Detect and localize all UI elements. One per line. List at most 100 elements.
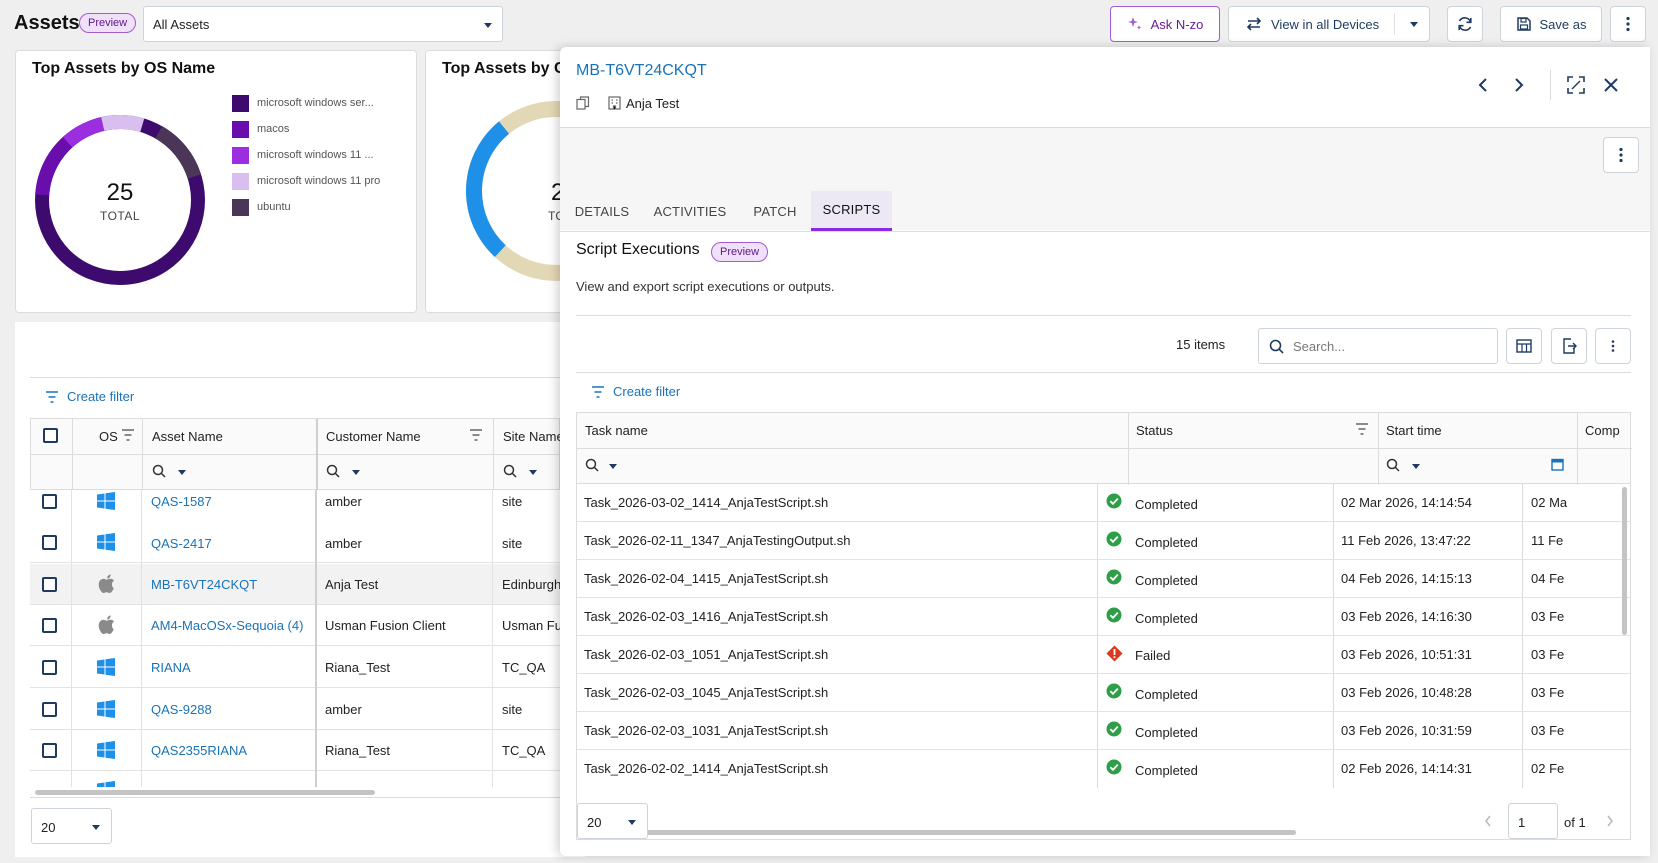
search-icon[interactable] xyxy=(503,464,517,478)
table-row[interactable]: AM4-MacOSx-Sequoia (4) Usman Fusion Clie… xyxy=(30,605,562,646)
column-filter-icon[interactable] xyxy=(469,429,483,441)
col-os-header[interactable]: OS xyxy=(99,429,118,444)
horizontal-scrollbar[interactable] xyxy=(35,790,375,795)
legend-item[interactable]: ubuntu xyxy=(232,197,412,217)
search-icon[interactable] xyxy=(1386,458,1400,472)
legend-item[interactable]: microsoft windows 11 pro xyxy=(232,171,412,191)
chevron-right-icon[interactable] xyxy=(1514,77,1524,93)
search-input[interactable]: Search... xyxy=(1258,328,1498,364)
legend-item[interactable]: microsoft windows ser... xyxy=(232,93,412,113)
expand-icon[interactable] xyxy=(1567,76,1585,94)
table-row[interactable]: Task_2026-02-03_1051_AnjaTestScript.sh F… xyxy=(576,636,1631,674)
start-time: 02 Feb 2026, 14:14:31 xyxy=(1341,761,1472,776)
chevron-right-icon[interactable] xyxy=(1606,815,1614,827)
chevron-down-icon[interactable] xyxy=(1412,464,1420,469)
tab-activities[interactable]: ACTIVITIES xyxy=(653,203,727,219)
page-size-select[interactable]: 20 xyxy=(31,808,112,844)
chevron-down-icon[interactable] xyxy=(529,470,537,475)
column-filter-icon[interactable] xyxy=(121,429,135,441)
asset-name-link[interactable]: QAS2355RIANA xyxy=(151,743,248,758)
customer-name: Riana_Test xyxy=(325,660,391,675)
chevron-left-icon[interactable] xyxy=(1484,815,1492,827)
horizontal-scrollbar[interactable] xyxy=(580,830,1296,835)
close-icon[interactable] xyxy=(1604,78,1618,92)
windows-icon xyxy=(97,741,115,759)
asset-name-link[interactable]: QAS-2417 xyxy=(151,536,212,551)
donut-slice xyxy=(466,101,584,281)
chevron-down-icon[interactable] xyxy=(352,470,360,475)
chevron-down-icon[interactable] xyxy=(609,464,617,469)
completed-time: 03 Fe xyxy=(1531,685,1565,700)
apple-icon xyxy=(98,574,115,593)
col-asset-name-header[interactable]: Asset Name xyxy=(152,429,223,444)
assets-table-header: OS Asset Name Customer Name Site Name xyxy=(30,418,564,491)
page-number-input[interactable]: 1 xyxy=(1508,803,1558,839)
select-all-checkbox[interactable] xyxy=(43,428,58,443)
table-row[interactable]: Task_2026-02-03_1416_AnjaTestScript.sh C… xyxy=(576,598,1631,636)
row-checkbox[interactable] xyxy=(42,743,57,758)
create-filter-button[interactable]: Create filter xyxy=(45,389,134,404)
panel-customer-name: Anja Test xyxy=(626,96,680,111)
table-row[interactable]: RIANA Riana_Test TC_QA xyxy=(30,647,560,688)
preview-badge: Preview xyxy=(79,13,137,33)
row-checkbox[interactable] xyxy=(42,618,57,633)
calendar-icon[interactable] xyxy=(1551,458,1564,471)
row-checkbox[interactable] xyxy=(42,660,57,675)
row-checkbox[interactable] xyxy=(42,577,57,592)
site-name: Usman Fu xyxy=(502,618,562,633)
col-status-header[interactable]: Status xyxy=(1136,423,1173,438)
asset-view-select[interactable]: All Assets xyxy=(143,6,503,42)
tab-details[interactable]: DETAILS xyxy=(574,203,630,219)
asset-name-link[interactable]: QAS-1587 xyxy=(151,494,212,509)
table-row[interactable]: QAS2355RIANA Riana_Test TC_QA xyxy=(30,730,560,771)
row-checkbox[interactable] xyxy=(42,494,57,509)
row-checkbox[interactable] xyxy=(42,702,57,717)
panel-more-options-button[interactable] xyxy=(1603,137,1639,173)
table-row[interactable]: QAS-2417 amber site xyxy=(30,522,560,563)
create-filter-button[interactable]: Create filter xyxy=(591,384,680,399)
col-customer-name-header[interactable]: Customer Name xyxy=(326,429,421,444)
legend-item[interactable]: macos xyxy=(232,119,412,139)
column-filter-icon[interactable] xyxy=(1355,423,1369,435)
tab-patch[interactable]: PATCH xyxy=(753,203,797,219)
table-row[interactable]: QAS-9288 amber site xyxy=(30,689,560,730)
grid-more-options-button[interactable] xyxy=(1595,328,1631,364)
export-button[interactable] xyxy=(1551,328,1587,364)
column-chooser-button[interactable] xyxy=(1506,328,1542,364)
copy-icon[interactable] xyxy=(576,96,590,110)
row-checkbox[interactable] xyxy=(42,535,57,550)
status-text: Completed xyxy=(1135,687,1198,702)
table-row[interactable]: Task_2026-02-02_1414_AnjaTestScript.sh C… xyxy=(576,750,1631,788)
table-row[interactable]: Task_2026-02-03_1031_AnjaTestScript.sh C… xyxy=(576,712,1631,750)
table-row[interactable]: Task_2026-02-03_1045_AnjaTestScript.sh C… xyxy=(576,674,1631,712)
table-row[interactable]: MB-T6VT24CKQT Anja Test Edinburgh xyxy=(30,564,561,605)
vertical-scrollbar[interactable] xyxy=(1622,487,1627,635)
search-icon[interactable] xyxy=(152,464,166,478)
col-start-time-header[interactable]: Start time xyxy=(1386,423,1442,438)
view-in-all-devices-button[interactable]: View in all Devices xyxy=(1228,6,1430,42)
os-name-chart-card: Top Assets by OS Name 25 TOTAL microsoft… xyxy=(15,50,417,313)
col-task-name-header[interactable]: Task name xyxy=(585,423,648,438)
refresh-button[interactable] xyxy=(1447,6,1483,42)
tab-scripts[interactable]: SCRIPTS xyxy=(811,191,892,231)
more-options-button[interactable] xyxy=(1610,6,1646,42)
table-row[interactable]: Task_2026-02-04_1415_AnjaTestScript.sh C… xyxy=(576,560,1631,598)
asset-name-link[interactable]: RIANA xyxy=(151,660,191,675)
table-row-partial xyxy=(30,772,560,787)
page-size-select[interactable]: 20 xyxy=(577,803,648,839)
chevron-left-icon[interactable] xyxy=(1478,77,1488,93)
search-icon[interactable] xyxy=(326,464,340,478)
chevron-down-icon[interactable] xyxy=(178,470,186,475)
save-as-button[interactable]: Save as xyxy=(1500,6,1602,42)
search-icon[interactable] xyxy=(585,458,599,472)
asset-name-link[interactable]: AM4-MacOSx-Sequoia (4) xyxy=(151,618,304,633)
table-row[interactable]: Task_2026-02-11_1347_AnjaTestingOutput.s… xyxy=(576,522,1631,560)
status-text: Completed xyxy=(1135,763,1198,778)
table-row[interactable]: Task_2026-03-02_1414_AnjaTestScript.sh C… xyxy=(576,484,1631,522)
legend-item[interactable]: microsoft windows 11 ... xyxy=(232,145,412,165)
col-completed-header[interactable]: Comp xyxy=(1585,423,1620,438)
asset-name-link[interactable]: QAS-9288 xyxy=(151,702,212,717)
ask-nzo-button[interactable]: Ask N-zo xyxy=(1110,6,1220,42)
asset-name-link[interactable]: MB-T6VT24CKQT xyxy=(151,577,258,592)
col-site-name-header[interactable]: Site Name xyxy=(503,429,564,444)
